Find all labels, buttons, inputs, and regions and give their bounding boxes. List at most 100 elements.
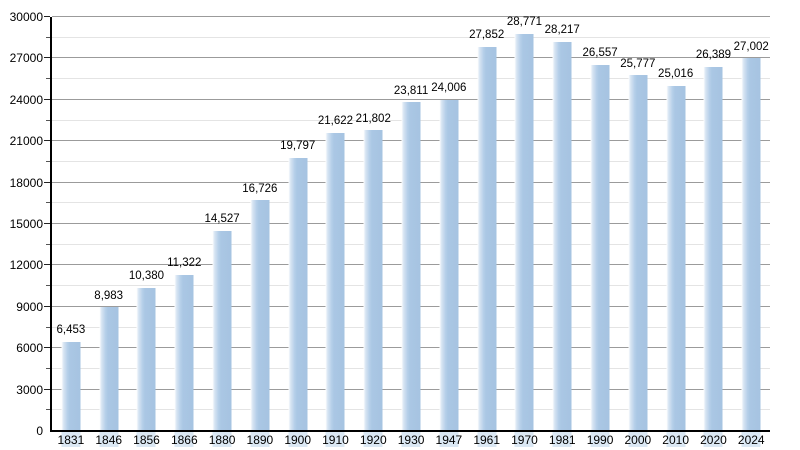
- bar-value-label: 24,006: [431, 82, 467, 95]
- bar-below-axis-band: [61, 432, 81, 447]
- bar-value-label: 23,811: [393, 84, 429, 97]
- bar-value-label: 28,771: [506, 16, 543, 29]
- x-axis-tick-label: 2024: [737, 433, 765, 447]
- bar: [703, 66, 723, 431]
- bar-value-label: 26,389: [695, 49, 732, 62]
- x-axis-tick-label: 1866: [170, 433, 198, 447]
- bar: [590, 64, 610, 431]
- y-axis-tick-label: 9000: [16, 299, 43, 314]
- bar-below-axis-band: [590, 432, 610, 447]
- bar-below-axis-band: [401, 432, 421, 447]
- major-gridline: [52, 98, 770, 100]
- y-axis-tick: [46, 367, 50, 369]
- x-axis-tick-label: 1846: [95, 433, 123, 447]
- y-axis-tick: [44, 57, 50, 59]
- x-axis-tick-label: 1831: [57, 433, 85, 447]
- y-axis-tick: [44, 16, 50, 17]
- bar: [212, 230, 232, 431]
- bar-slot: 10,380: [128, 17, 166, 447]
- y-axis-tick: [44, 388, 50, 390]
- bar-value-label: 14,527: [204, 213, 240, 226]
- bar-value-label: 8,983: [94, 289, 124, 302]
- bar-below-axis-band: [628, 432, 648, 447]
- x-axis-tick-label: 1970: [511, 433, 538, 447]
- bar-below-axis-band: [136, 432, 156, 447]
- bar-below-axis-band: [288, 432, 308, 447]
- bar-value-label: 6,453: [56, 324, 86, 337]
- minor-gridline: [52, 36, 770, 38]
- x-axis-tick-label: 1947: [435, 433, 463, 447]
- y-axis-tick: [46, 36, 50, 38]
- bar-slot: 16,726: [241, 17, 279, 447]
- y-axis-tick-label: 15000: [9, 217, 43, 231]
- y-axis-tick-label: 30000: [9, 10, 43, 24]
- bar: [288, 157, 308, 431]
- y-axis-tick-label: 6000: [16, 341, 43, 356]
- bar-slot: 28,771: [506, 16, 544, 447]
- major-gridline: [52, 16, 770, 17]
- x-axis-tick-label: 1900: [284, 433, 312, 447]
- y-axis-tick: [46, 243, 50, 245]
- x-axis-tick-label: 2010: [662, 433, 689, 447]
- y-axis-tick: [44, 264, 50, 266]
- x-axis-tick-label: 2020: [700, 433, 727, 447]
- bar-slot: 14,527: [203, 17, 241, 447]
- bar-slot: 26,557: [581, 17, 619, 447]
- x-axis-labels: 1831 1846 1856 1866 1880 1890 1900 1910 1920 1930…: [52, 433, 770, 447]
- bar-value-label: 19,797: [280, 140, 316, 153]
- bar: [552, 41, 572, 431]
- y-axis-tick: [44, 98, 50, 100]
- plot-area: 6,453 8,983 10,380 11,322 14,527 16,726 19,797…: [44, 16, 770, 447]
- y-axis-tick-label: 21000: [9, 134, 43, 149]
- x-axis-tick-label: 1856: [133, 433, 160, 447]
- x-axis-tick-label: 1890: [246, 433, 274, 447]
- bar-slot: 21,622: [317, 17, 355, 447]
- y-axis-tick-label: 18000: [9, 175, 43, 190]
- x-axis-tick-label: 1930: [397, 433, 425, 447]
- bar-below-axis-band: [477, 432, 497, 447]
- bar-value-label: 26,557: [582, 47, 618, 60]
- y-axis-tick: [44, 223, 50, 224]
- bar-slot: 27,852: [468, 17, 506, 447]
- bar-below-axis-band: [703, 432, 723, 447]
- y-axis-tick: [46, 160, 50, 162]
- bar: [250, 200, 270, 431]
- bar-value-label: 11,322: [167, 257, 202, 270]
- y-axis-tick: [46, 326, 50, 328]
- x-axis-tick-label: 2000: [624, 433, 652, 447]
- bar-below-axis-band: [666, 432, 686, 447]
- bar-value-label: 21,622: [317, 115, 354, 128]
- bar: [363, 130, 383, 431]
- bar-value-label: 27,852: [469, 29, 505, 42]
- x-axis-line: [50, 430, 770, 432]
- bar: [136, 287, 156, 431]
- x-axis-tick-label: 1880: [208, 433, 236, 447]
- bar-slot: 26,389: [695, 17, 733, 447]
- y-axis-line: [50, 17, 52, 432]
- bar-slot: 21,802: [354, 17, 392, 447]
- x-axis-tick-label: 1961: [473, 433, 501, 447]
- bar-slot: 6,453: [52, 17, 90, 447]
- bar-below-axis-band: [325, 432, 345, 447]
- bar-below-axis-band: [552, 432, 572, 447]
- x-axis-tick-label: 1910: [322, 433, 349, 447]
- y-axis-tick: [46, 409, 50, 411]
- bar: [514, 33, 534, 431]
- bar: [666, 85, 686, 431]
- bar-value-label: 25,016: [658, 68, 694, 81]
- x-axis-tick-label: 1920: [359, 433, 387, 447]
- y-axis-tick-label: 24000: [9, 92, 43, 107]
- bar-value-label: 25,777: [620, 57, 656, 70]
- bar: [741, 58, 761, 431]
- bar-slot: 19,797: [279, 17, 317, 447]
- bar: [61, 341, 81, 431]
- bar-value-label: 27,002: [733, 40, 769, 53]
- y-axis-tick: [46, 202, 50, 204]
- bar-slot: 11,322: [165, 17, 203, 447]
- bar-value-label: 10,380: [128, 270, 165, 283]
- bar: [477, 46, 497, 431]
- bar-slot: 8,983: [90, 17, 128, 447]
- bar-value-label: 21,802: [355, 112, 391, 125]
- y-axis-tick: [44, 181, 50, 183]
